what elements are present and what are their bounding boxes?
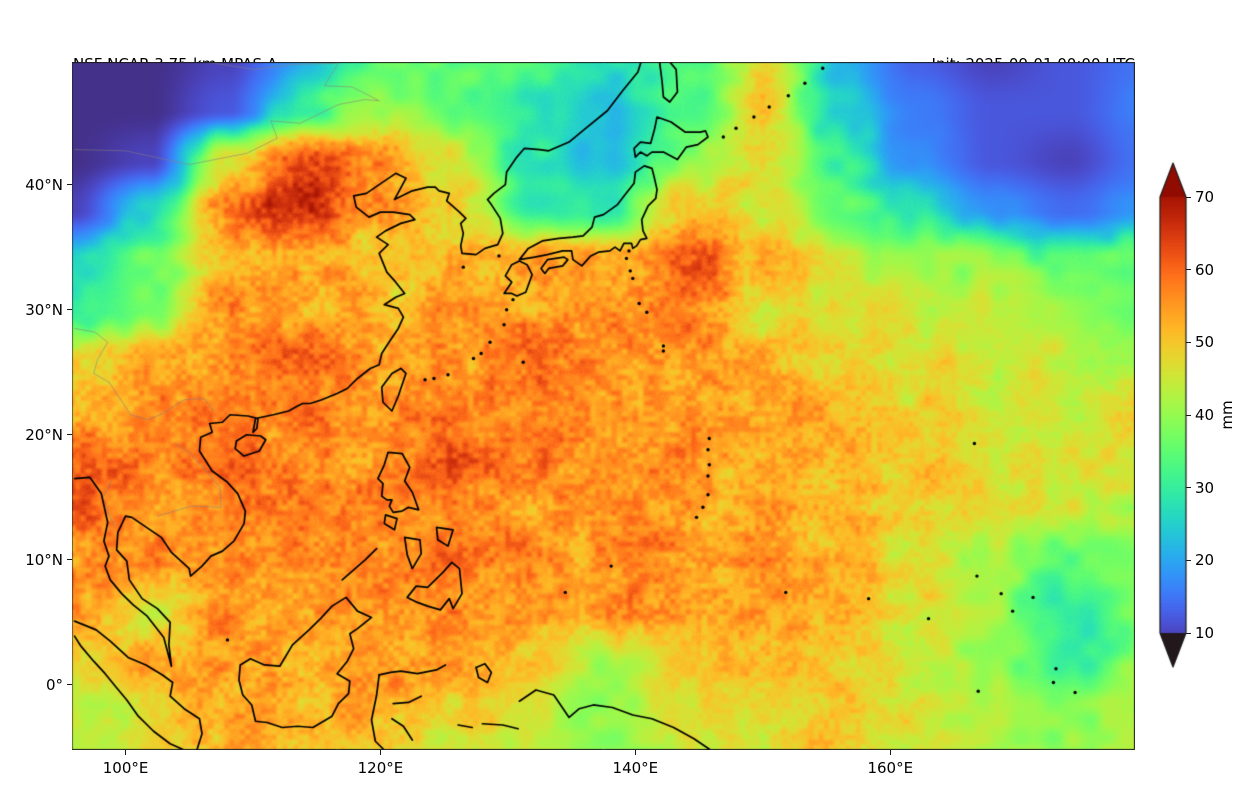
colorbar-tick-label: 30 <box>1195 478 1215 497</box>
x-tick-mark <box>379 750 381 755</box>
y-tick-label: 10°N <box>25 550 63 569</box>
colorbar-tick-label: 20 <box>1195 551 1215 570</box>
colorbar-tick-mark <box>1186 559 1191 561</box>
y-tick-mark <box>67 309 72 311</box>
colorbar-tick-label: 40 <box>1195 406 1215 424</box>
colorbar-tick-label: 10 <box>1195 624 1215 642</box>
colorbar-unit-label: mm <box>1218 400 1236 430</box>
colorbar-tick-label: 50 <box>1195 333 1215 352</box>
y-tick-label: 20°N <box>25 425 63 444</box>
y-tick-label: 30°N <box>25 300 63 319</box>
colorbar-tick-label: 60 <box>1195 260 1215 279</box>
x-tick-mark <box>125 750 127 755</box>
x-tick-label: 100°E <box>102 759 149 777</box>
tpw-map-canvas <box>72 62 1135 750</box>
y-tick-label: 40°N <box>25 175 63 194</box>
y-tick-mark <box>67 559 72 561</box>
colorbar-tick-mark <box>1186 196 1191 198</box>
colorbar-tick-mark <box>1186 632 1191 634</box>
y-tick-mark <box>67 434 72 436</box>
colorbar-tick-label: 70 <box>1195 188 1215 206</box>
x-tick-mark <box>889 750 891 755</box>
y-tick-mark <box>67 684 72 686</box>
colorbar-tick-mark <box>1186 269 1191 271</box>
y-tick-label: 0° <box>45 675 63 694</box>
x-tick-label: 140°E <box>612 759 659 777</box>
colorbar-tick-mark <box>1186 487 1191 489</box>
y-tick-mark <box>67 184 72 186</box>
colorbar-tick-mark <box>1186 414 1191 416</box>
x-tick-label: 120°E <box>357 759 404 777</box>
colorbar-tick-mark <box>1186 341 1191 343</box>
x-tick-mark <box>634 750 636 755</box>
x-tick-label: 160°E <box>867 759 914 777</box>
